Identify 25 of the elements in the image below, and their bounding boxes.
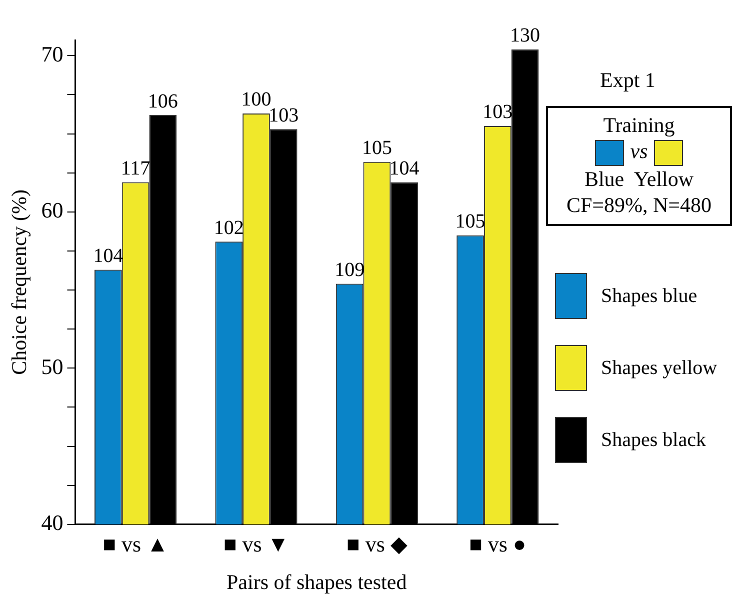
legend-label: Shapes blue	[601, 284, 698, 308]
y-axis-title: Choice frequency (%)	[7, 189, 32, 375]
x-tick-label: ■ vs ◆	[346, 531, 408, 556]
y-tick-label: 40	[41, 510, 64, 536]
annotation: 117	[120, 157, 150, 180]
x-tick-label: ■ vs ▼	[223, 531, 290, 556]
text: Training	[602, 112, 676, 138]
text: vs	[630, 139, 648, 163]
annotation: 130	[510, 24, 540, 47]
legend-label: Shapes black	[601, 428, 706, 452]
annotation: 105	[362, 137, 392, 160]
x-tick-label: ■ vs ●	[469, 531, 526, 556]
y-tick-label: 60	[41, 198, 64, 223]
y-tick-label: 50	[41, 354, 64, 379]
x-tick-label: ■ vs ▲	[102, 531, 168, 556]
text: Blue Yellow	[584, 167, 694, 192]
annotation: 106	[148, 90, 178, 112]
x-axis-title: Pairs of shapes tested	[226, 570, 408, 594]
annotation: 104	[389, 157, 420, 180]
text: CF=89%, N=480	[565, 192, 713, 218]
text: Expt 1	[600, 68, 656, 93]
annotation: 100	[241, 88, 272, 111]
y-tick-label: 70	[41, 41, 64, 66]
annotation: 103	[268, 104, 299, 126]
legend-label: Shapes yellow	[601, 356, 718, 380]
